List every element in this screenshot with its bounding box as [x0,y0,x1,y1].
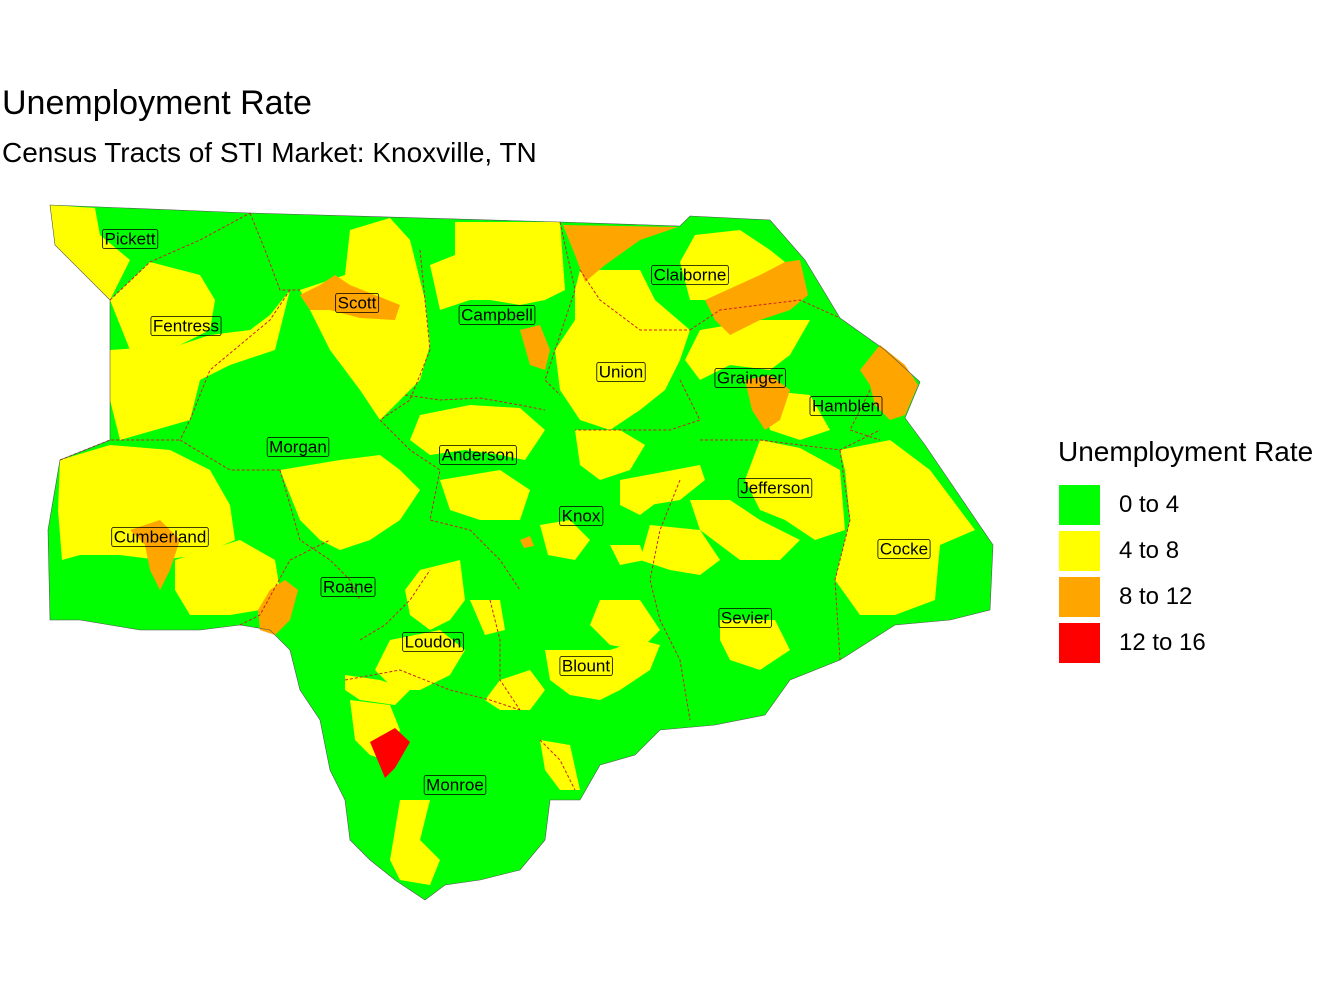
county-label-cumberland: Cumberland [111,527,209,547]
tracts-4-to-8 [50,205,975,885]
legend-swatch [1058,622,1101,664]
county-label-box [266,437,330,457]
county-label-cocke: Cocke [877,539,931,559]
county-label-text: Knox [562,507,601,526]
county-label-fentress: Fentress [150,316,222,336]
legend-label: 0 to 4 [1119,491,1180,518]
county-label-box [458,305,536,325]
page-title: Unemployment Rate [2,84,312,122]
county-label-box [423,775,487,795]
county-label-box [559,506,604,526]
legend-label: 4 to 8 [1119,537,1180,564]
county-label-hamblen: Hamblen [809,396,883,416]
county-label-box [111,527,209,547]
county-label-campbell: Campbell [458,305,536,325]
county-label-jefferson: Jefferson [737,478,813,498]
legend-label: 8 to 12 [1119,583,1193,610]
county-label-pickett: Pickett [102,229,159,249]
county-label-claiborne: Claiborne [651,265,729,285]
county-label-roane: Roane [320,577,376,597]
county-label-box [150,316,222,336]
legend-item: 4 to 8 [1058,528,1313,574]
legend-label: 12 to 16 [1119,629,1206,656]
county-label-text: Blount [562,657,610,676]
county-labels: Pickett Fentress Scott Campbell Claiborne Uni… [102,229,931,795]
county-label-grainger: Grainger [714,368,786,388]
county-label-text: Roane [323,578,373,597]
county-label-text: Claiborne [654,266,727,285]
county-label-text: Cocke [880,540,928,559]
county-label-box [809,396,883,416]
county-label-box [402,632,464,652]
county-label-text: Scott [338,294,377,313]
legend-item: 8 to 12 [1058,574,1313,620]
page-subtitle: Census Tracts of STI Market: Knoxville, … [2,137,537,168]
county-label-text: Hamblen [812,397,880,416]
legend-title: Unemployment Rate [1058,436,1314,467]
county-label-box [335,293,380,313]
county-label-anderson: Anderson [439,445,517,465]
county-label-text: Fentress [153,317,219,336]
county-label-text: Loudon [405,633,462,652]
county-label-box [439,445,517,465]
legend: Unemployment Rate 0 to 4 4 to 8 8 to 12 … [1058,436,1313,666]
legend-swatch [1058,484,1101,526]
county-label-box [596,362,646,382]
county-label-text: Pickett [104,230,155,249]
county-label-text: Morgan [269,438,327,457]
tract-12-to-16 [370,728,410,778]
county-label-text: Grainger [717,369,783,388]
tracts-8-to-12 [130,225,918,635]
county-label-box [877,539,931,559]
county-label-text: Anderson [442,446,515,465]
county-label-box [737,478,813,498]
map-outline [47,204,994,901]
county-label-text: Union [599,363,643,382]
county-label-text: Monroe [426,776,484,795]
county-boundaries [59,212,881,791]
legend-swatch [1058,576,1101,618]
county-label-blount: Blount [559,656,613,676]
county-label-text: Cumberland [114,528,207,547]
county-label-box [651,265,729,285]
county-label-box [320,577,376,597]
county-label-box [559,656,613,676]
legend-swatch [1058,530,1101,572]
legend-item: 0 to 4 [1058,482,1313,528]
county-label-morgan: Morgan [266,437,330,457]
county-label-text: Sevier [721,609,770,628]
county-label-monroe: Monroe [423,775,487,795]
county-label-sevier: Sevier [718,608,772,628]
county-label-text: Jefferson [740,479,810,498]
county-label-text: Campbell [461,306,533,325]
county-label-box [102,229,159,249]
legend-item: 12 to 16 [1058,620,1313,666]
county-label-knox: Knox [559,506,604,526]
county-label-union: Union [596,362,646,382]
county-label-box [718,608,772,628]
county-label-box [714,368,786,388]
county-label-loudon: Loudon [402,632,464,652]
county-label-scott: Scott [335,293,380,313]
